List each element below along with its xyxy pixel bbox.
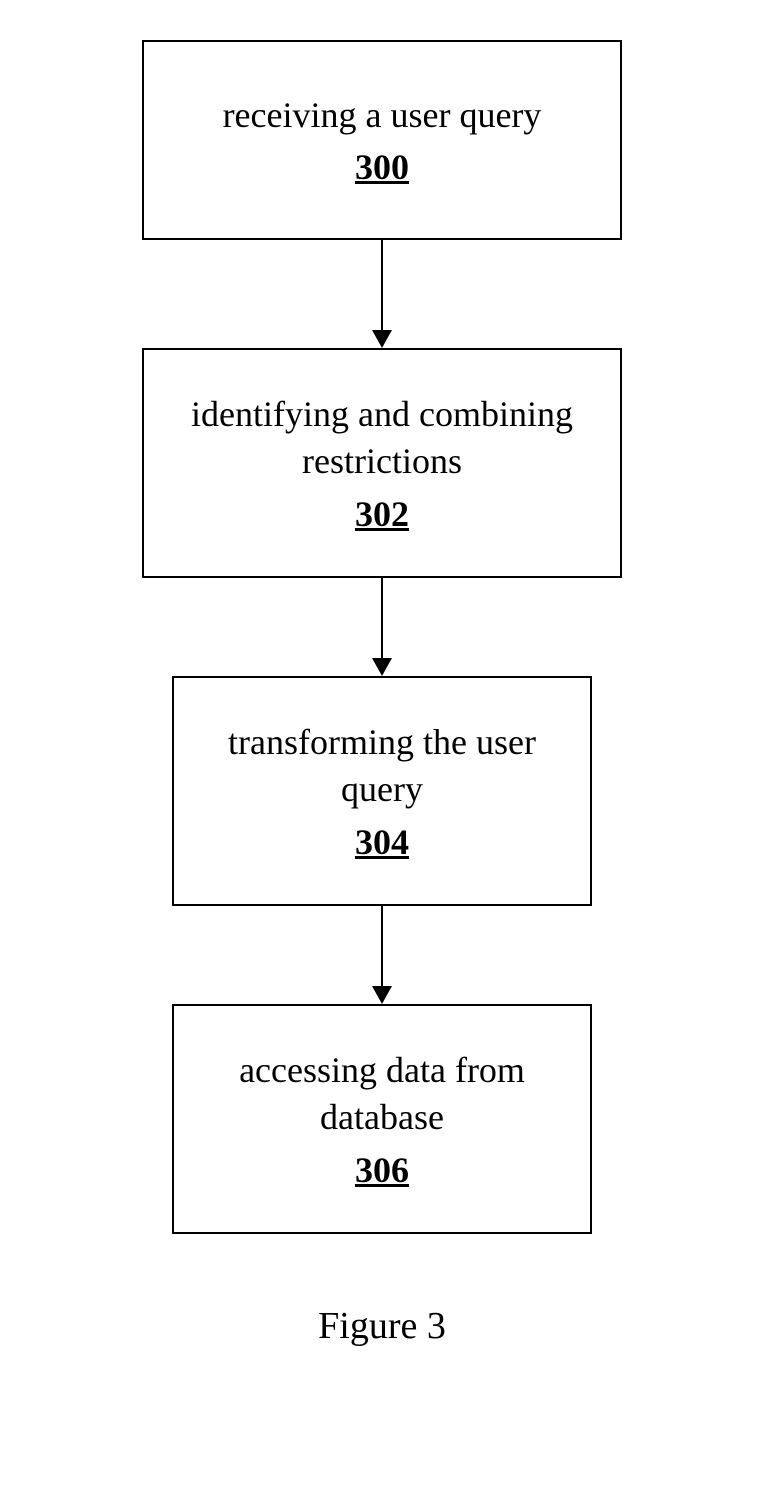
box-label: receiving a user query (223, 92, 542, 139)
arrow-head-icon (372, 986, 392, 1004)
arrow-line-icon (381, 906, 383, 986)
arrow-head-icon (372, 658, 392, 676)
box-number: 300 (355, 146, 409, 188)
arrow-head-icon (372, 330, 392, 348)
box-number: 304 (355, 821, 409, 863)
box-label: accessing data from database (204, 1047, 560, 1141)
arrow-line-icon (381, 578, 383, 658)
box-number: 302 (355, 493, 409, 535)
flow-box-302: identifying and combining restrictions 3… (142, 348, 622, 578)
arrow-1 (372, 240, 392, 348)
box-label: identifying and combining restrictions (174, 391, 590, 485)
flow-box-306: accessing data from database 306 (172, 1004, 592, 1234)
arrow-line-icon (381, 240, 383, 330)
box-number: 306 (355, 1149, 409, 1191)
flowchart-container: receiving a user query 300 identifying a… (0, 0, 764, 1348)
arrow-2 (372, 578, 392, 676)
figure-caption: Figure 3 (318, 1304, 446, 1348)
arrow-3 (372, 906, 392, 1004)
box-label: transforming the user query (204, 719, 560, 813)
flow-box-300: receiving a user query 300 (142, 40, 622, 240)
flow-box-304: transforming the user query 304 (172, 676, 592, 906)
